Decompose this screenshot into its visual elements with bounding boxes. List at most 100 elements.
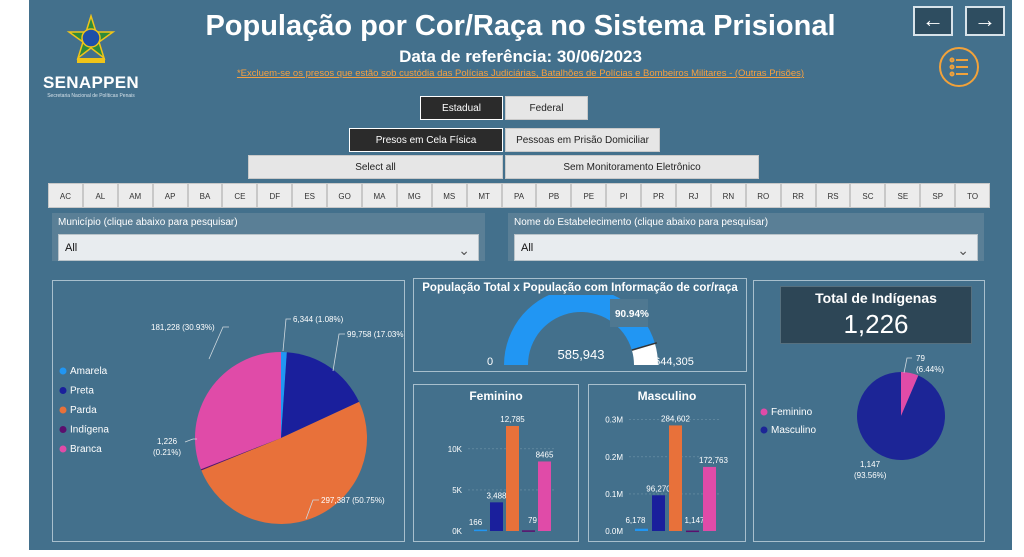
legend-marker-indígena <box>59 426 67 433</box>
estabelecimento-dropdown[interactable]: All ⌄ <box>514 234 978 261</box>
uf-button-ba[interactable]: BA <box>187 183 223 208</box>
bar-parda <box>669 425 682 531</box>
bar-indígena <box>686 530 699 533</box>
bar-amarela <box>474 529 487 532</box>
uf-button-rr[interactable]: RR <box>780 183 816 208</box>
indigenas-panel: Total de Indígenas 1,226 79 (6.44%) 1,147 (… <box>753 280 985 542</box>
bar-label-branca: 172,763 <box>699 456 728 465</box>
coat-of-arms-icon <box>66 13 116 63</box>
gauge-pct-label: 90.94% <box>615 309 649 320</box>
indigenas-title: Total de Indígenas <box>815 290 937 306</box>
leader-line <box>184 438 197 443</box>
indigenas-pie-chart: 79 (6.44%) 1,147 (93.56%) Feminino Masculino <box>760 354 945 480</box>
chevron-down-icon: ⌄ <box>458 242 470 258</box>
custody-domiciliar-button[interactable]: Pessoas em Prisão Domiciliar <box>505 128 660 152</box>
ind-label-feminino-pct: (6.44%) <box>916 365 944 374</box>
uf-button-pa[interactable]: PA <box>501 183 537 208</box>
cor-raca-pie-chart: 6,344 (1.08%)99,758 (17.03%) 297,387 (50.… <box>59 315 406 525</box>
pie-label-preta: 99,758 (17.03%) <box>347 330 404 339</box>
ind-slice-feminino <box>901 372 919 416</box>
gauge-chart: 90.94% 585,943 0 644,305 <box>487 295 694 368</box>
legend-label-indígena: Indígena <box>70 425 109 436</box>
bar-preta <box>490 502 503 531</box>
ind-legend-label-masculino: Masculino <box>771 425 816 436</box>
cor-raca-pie-panel: 6,344 (1.08%) 99,758 (17.03%) 297,387 (50.… <box>52 280 406 542</box>
bar-label-parda: 12,785 <box>500 415 525 424</box>
scope-estadual-button[interactable]: Estadual <box>420 96 503 120</box>
pie-slice-preta <box>281 352 360 438</box>
pie-slice-branca <box>195 352 281 470</box>
municipio-value: All <box>65 242 78 254</box>
uf-button-am[interactable]: AM <box>117 183 153 208</box>
bar-label-indígena: 79 <box>528 516 537 525</box>
masculino-title: Masculino <box>637 389 697 403</box>
uf-button-to[interactable]: TO <box>955 183 991 208</box>
estabelecimento-filter: Nome do Estabelecimento (clique abaixo p… <box>508 213 984 261</box>
senappen-logo: SENAPPEN Secretaria Nacional de Política… <box>41 13 141 99</box>
ytick-label: 0.3M <box>605 416 623 425</box>
uf-button-rj[interactable]: RJ <box>676 183 711 208</box>
monitor-select-all-button[interactable]: Select all <box>248 155 503 179</box>
bar-label-parda: 284,602 <box>661 414 690 423</box>
legend-label-parda: Parda <box>70 405 97 416</box>
feminino-bar-panel: Feminino 0K 5K 10K 166 3,488 12,785 79 8465 <box>413 384 579 542</box>
custody-cela-button[interactable]: Presos em Cela Física <box>349 128 503 152</box>
page-title: População por Cor/Raça no Sistema Prisio… <box>205 10 836 42</box>
uf-button-df[interactable]: DF <box>257 183 293 208</box>
gauge-panel: População Total x População com Informaç… <box>413 278 747 372</box>
uf-button-sc[interactable]: SC <box>850 183 886 208</box>
pie-label-indigena-pct: (0.21%) <box>153 448 181 457</box>
leader-line <box>332 333 345 372</box>
uf-button-ap[interactable]: AP <box>152 183 188 208</box>
pie-label-indigena-value: 1,226 <box>157 437 178 446</box>
uf-button-pr[interactable]: PR <box>641 183 677 208</box>
indigenas-total: 1,226 <box>843 309 909 339</box>
uf-button-go[interactable]: GO <box>327 183 363 208</box>
leader-line <box>305 499 319 520</box>
exclusion-note: *Excluem-se os presos que estão sob cust… <box>236 68 805 79</box>
menu-button[interactable] <box>939 47 979 87</box>
gauge-min-label: 0 <box>487 356 493 368</box>
uf-button-mt[interactable]: MT <box>466 183 502 208</box>
leader-line <box>903 357 912 374</box>
ind-slice-masculino <box>857 372 945 460</box>
scope-federal-button[interactable]: Federal <box>505 96 588 120</box>
back-button[interactable]: ← <box>913 6 953 36</box>
uf-button-pi[interactable]: PI <box>606 183 642 208</box>
pie-label-amarela: 6,344 (1.08%) <box>293 315 344 324</box>
uf-button-es[interactable]: ES <box>292 183 328 208</box>
reference-date: Data de referência: 30/06/2023 <box>399 47 642 66</box>
brand-subtitle: Secretaria Nacional de Políticas Penais <box>47 93 135 99</box>
uf-button-ac[interactable]: AC <box>48 183 83 208</box>
uf-button-ce[interactable]: CE <box>222 183 258 208</box>
uf-button-ms[interactable]: MS <box>431 183 467 208</box>
estabelecimento-label: Nome do Estabelecimento (clique abaixo p… <box>514 217 769 228</box>
uf-button-mg[interactable]: MG <box>396 183 432 208</box>
ytick-label: 0.1M <box>605 490 623 499</box>
monitor-sem-button[interactable]: Sem Monitoramento Eletrônico <box>505 155 759 179</box>
uf-button-rn[interactable]: RN <box>710 183 746 208</box>
ytick-label: 0.2M <box>605 453 623 462</box>
bar-preta <box>652 495 665 531</box>
uf-button-ma[interactable]: MA <box>362 183 397 208</box>
uf-button-rs[interactable]: RS <box>815 183 851 208</box>
bar-label-preta: 3,488 <box>486 491 507 500</box>
uf-button-pe[interactable]: PE <box>571 183 607 208</box>
uf-button-ro[interactable]: RO <box>745 183 781 208</box>
legend-marker-parda <box>59 406 67 414</box>
ind-label-feminino-value: 79 <box>916 354 925 363</box>
ind-legend-marker-feminino <box>760 408 768 416</box>
arrow-left-icon: ← <box>922 7 944 32</box>
uf-button-al[interactable]: AL <box>82 183 118 208</box>
uf-button-sp[interactable]: SP <box>920 183 956 208</box>
ytick-label: 5K <box>452 486 462 495</box>
uf-button-pb[interactable]: PB <box>536 183 572 208</box>
gauge-target-marker <box>631 342 658 351</box>
legend-label-preta: Preta <box>70 386 94 397</box>
bar-branca <box>703 466 716 531</box>
uf-button-se[interactable]: SE <box>885 183 921 208</box>
forward-button[interactable]: → <box>965 6 1005 36</box>
municipio-dropdown[interactable]: All ⌄ <box>58 234 479 261</box>
municipio-filter: Município (clique abaixo para pesquisar)… <box>52 213 485 261</box>
legend-marker-preta <box>59 387 67 394</box>
